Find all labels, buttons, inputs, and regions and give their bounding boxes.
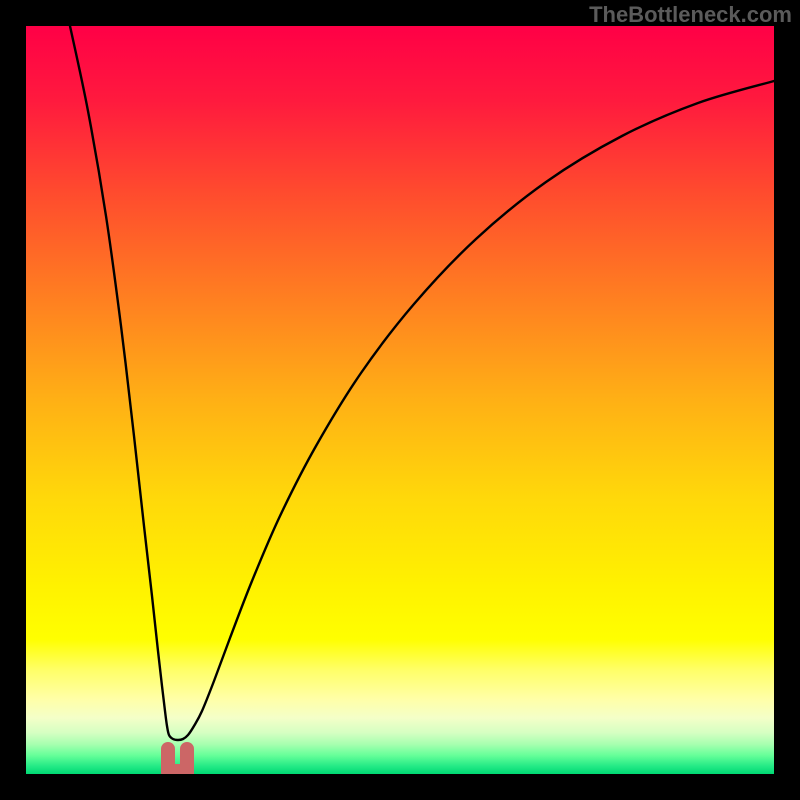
plot-area	[26, 26, 774, 774]
bottom-markers	[161, 742, 194, 774]
curve-layer	[26, 26, 774, 774]
marker-shape	[161, 764, 194, 774]
chart-frame: TheBottleneck.com	[0, 0, 800, 800]
bottleneck-curve	[70, 26, 774, 740]
attribution-text: TheBottleneck.com	[589, 2, 792, 28]
